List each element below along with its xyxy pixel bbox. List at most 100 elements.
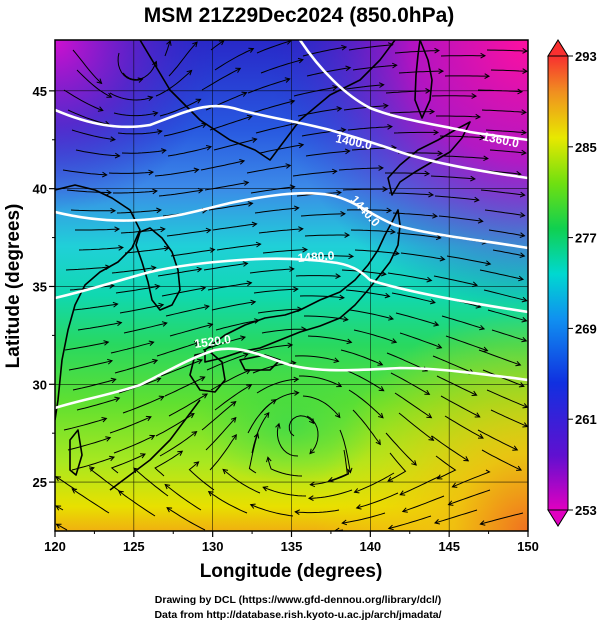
streamline-arrowhead bbox=[472, 281, 479, 288]
streamline-arrowhead bbox=[199, 376, 206, 382]
streamline-arrowhead bbox=[166, 507, 173, 513]
streamline bbox=[445, 335, 488, 352]
streamline-arrowhead bbox=[116, 320, 123, 327]
streamline-arrowhead bbox=[429, 298, 436, 305]
streamline-arrowhead bbox=[112, 301, 119, 308]
streamline bbox=[167, 146, 212, 157]
streamline bbox=[338, 167, 383, 171]
streamline-arrowhead bbox=[275, 422, 281, 429]
streamline bbox=[55, 476, 77, 491]
streamline-arrowhead bbox=[387, 524, 394, 531]
streamline bbox=[122, 396, 164, 414]
streamline bbox=[155, 413, 195, 437]
streamline bbox=[110, 341, 154, 354]
streamline-arrowhead bbox=[480, 52, 487, 59]
streamline bbox=[394, 392, 432, 419]
streamline bbox=[213, 138, 257, 151]
y-axis: 25 30 35 40 45 bbox=[33, 84, 55, 490]
y-axis-label: Latitude (degrees) bbox=[3, 204, 24, 369]
streamline-arrowhead bbox=[114, 152, 121, 159]
streamline-arrowhead bbox=[251, 137, 258, 143]
streamline bbox=[491, 329, 527, 342]
streamline-arrowhead bbox=[96, 78, 103, 85]
streamline bbox=[430, 175, 475, 180]
streamline-arrowhead bbox=[137, 77, 144, 83]
streamline bbox=[205, 417, 237, 451]
honshu-coast bbox=[204, 209, 401, 363]
streamline-arrowhead bbox=[192, 41, 198, 48]
streamline-arrowhead bbox=[346, 338, 353, 345]
streamline-arrowhead bbox=[485, 260, 492, 266]
streamline bbox=[250, 504, 294, 517]
streamline-arrowhead bbox=[294, 509, 300, 516]
colorbar: 293 285 277 269 261 253 bbox=[547, 39, 597, 527]
x-tick-label: 145 bbox=[438, 539, 460, 554]
streamline bbox=[207, 282, 252, 291]
streamline-arrowhead bbox=[521, 336, 528, 343]
streamline bbox=[387, 272, 432, 281]
streamline-arrowhead bbox=[287, 342, 294, 349]
streamline bbox=[393, 131, 439, 134]
streamline bbox=[487, 309, 527, 322]
streamline bbox=[344, 369, 384, 392]
streamline-arrowhead bbox=[521, 149, 527, 156]
contour-1440 bbox=[55, 191, 528, 250]
streamline bbox=[254, 207, 299, 214]
streamline bbox=[256, 378, 299, 394]
streamline-arrowhead bbox=[399, 490, 406, 496]
streamline-arrowhead bbox=[428, 191, 435, 198]
streamline bbox=[483, 289, 527, 302]
streamline-arrowhead bbox=[411, 460, 417, 466]
streamline-arrowhead bbox=[345, 65, 352, 72]
streamline-arrowhead bbox=[335, 412, 341, 419]
streamline-arrowhead bbox=[391, 338, 398, 344]
streamline bbox=[209, 115, 252, 131]
streamline-arrowhead bbox=[298, 142, 305, 149]
streamline-arrowhead bbox=[156, 129, 163, 135]
streamline bbox=[259, 144, 304, 154]
kyushu-coast bbox=[189, 351, 226, 393]
streamline-arrowhead bbox=[451, 482, 458, 488]
streamline-arrowhead bbox=[302, 246, 308, 253]
streamline-arrowhead bbox=[426, 276, 433, 283]
wind-streamlines bbox=[55, 40, 528, 531]
streamline-arrowhead bbox=[107, 358, 114, 365]
streamline bbox=[486, 389, 528, 408]
streamline bbox=[302, 395, 341, 418]
streamline bbox=[164, 484, 202, 511]
streamline bbox=[201, 67, 241, 91]
streamline-arrowhead bbox=[479, 520, 486, 526]
streamline bbox=[398, 70, 443, 74]
x-axis-label: Longitude (degrees) bbox=[200, 561, 383, 582]
streamline bbox=[71, 488, 110, 514]
streamline bbox=[247, 78, 290, 94]
streamline bbox=[70, 209, 115, 212]
streamline-arrowhead bbox=[149, 434, 156, 440]
streamline-arrowhead bbox=[293, 205, 300, 212]
streamline bbox=[299, 295, 344, 299]
streamline-arrowhead bbox=[478, 433, 484, 439]
streamline-arrowhead bbox=[391, 62, 398, 69]
streamline-arrowhead bbox=[344, 232, 351, 238]
streamline-arrowhead bbox=[479, 134, 486, 141]
streamline-arrowhead bbox=[471, 93, 478, 99]
streamline bbox=[346, 209, 392, 211]
streamline bbox=[399, 332, 442, 349]
streamline-arrowhead bbox=[262, 486, 269, 492]
streamline-arrowhead bbox=[383, 103, 389, 109]
streamline bbox=[76, 397, 120, 411]
streamline-arrowhead bbox=[88, 466, 95, 472]
streamline-arrowhead bbox=[254, 318, 260, 324]
streamline-arrowhead bbox=[425, 88, 431, 94]
streamline bbox=[480, 512, 524, 525]
streamline bbox=[111, 267, 156, 274]
streamline bbox=[133, 467, 169, 497]
streamline-arrowhead bbox=[309, 481, 316, 488]
streamline-arrowhead bbox=[195, 98, 202, 104]
streamline bbox=[170, 249, 215, 257]
streamline-arrowhead bbox=[293, 286, 299, 293]
colorbar-top-arrow bbox=[547, 39, 569, 57]
streamline bbox=[328, 449, 348, 482]
streamline bbox=[293, 86, 338, 97]
